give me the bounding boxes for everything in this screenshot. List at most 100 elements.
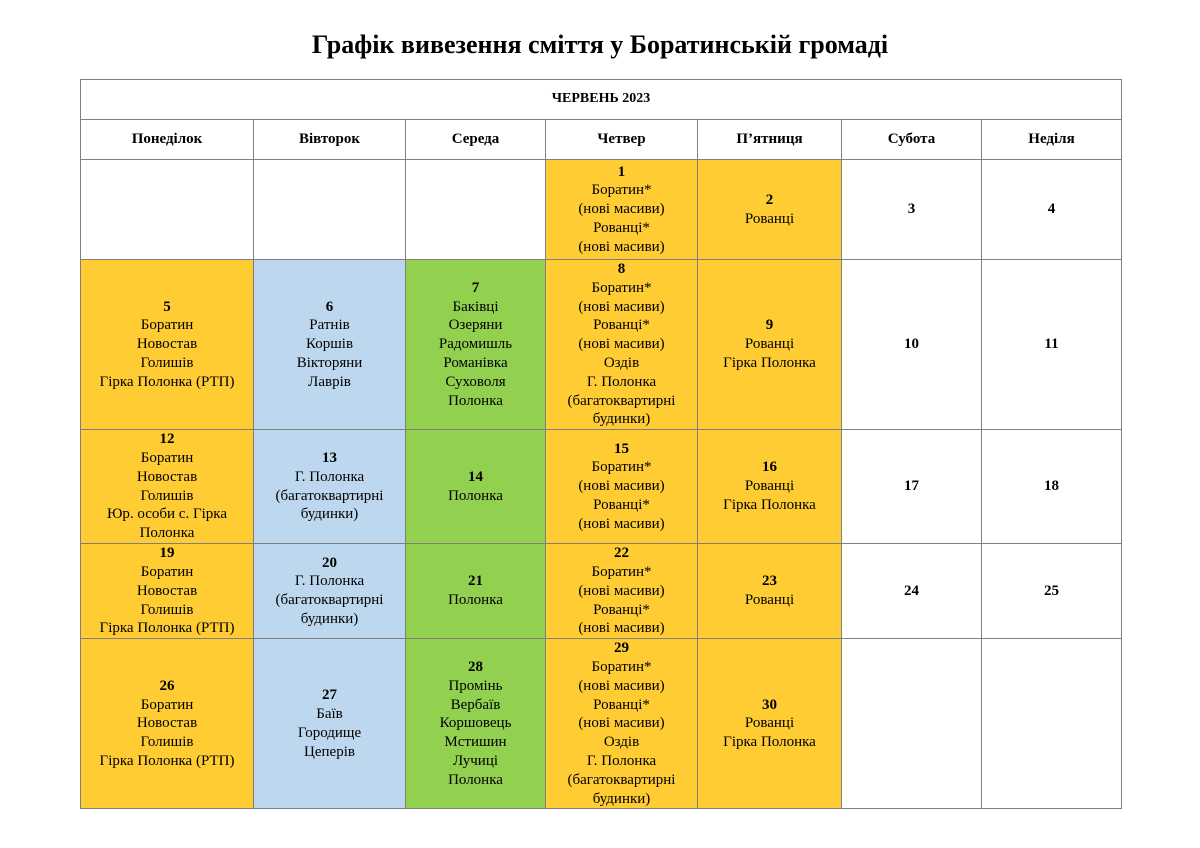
locality: Полонка — [448, 592, 503, 609]
locality: (нові масиви) — [578, 298, 665, 315]
week-row: 19 Боратин Новостав Голишів Гірка Полонка (Р… — [80, 543, 1123, 640]
locality: Рованці* — [593, 317, 650, 334]
day-number: 13 — [322, 450, 337, 467]
locality: Новостав — [136, 582, 198, 599]
locality: Голишів — [140, 601, 194, 618]
day-number: 6 — [325, 298, 334, 315]
day-cell: 28 Промінь Вербаїв Коршовець Мстишин Лучиці По… — [405, 638, 546, 810]
locality: Гірка Полонка — [723, 497, 816, 514]
locality: Новостав — [136, 468, 198, 485]
day-cell: 5 Боратин Новостав Голишів Гірка Полонка (РТ… — [80, 258, 254, 431]
locality: Г. Полонка — [294, 468, 365, 485]
locality: Озеряни — [448, 317, 503, 334]
day-number: 18 — [1044, 478, 1060, 495]
day-cell: 6 Ратнів Коршів Вікторяни Лаврів — [253, 258, 406, 431]
locality: Суховоля — [445, 373, 506, 390]
locality: Боратин* — [591, 279, 652, 296]
locality: Полонка — [139, 525, 195, 542]
locality: Радомишль — [438, 336, 513, 353]
day-number: 30 — [762, 696, 777, 713]
locality: Рованці — [744, 478, 795, 495]
locality: (нові масиви) — [578, 582, 665, 599]
locality: (нові масиви) — [578, 515, 665, 532]
locality: (нові масиви) — [578, 715, 665, 732]
locality: Рованці* — [593, 601, 650, 618]
day-cell: 16 Рованці Гірка Полонка — [697, 429, 842, 545]
day-number: 24 — [904, 582, 919, 599]
day-cell: 18 — [980, 429, 1123, 545]
locality: Рованці — [744, 592, 795, 609]
day-number: 7 — [471, 279, 480, 296]
locality: Оздів — [603, 354, 640, 371]
locality: (багатоквартирні — [275, 592, 384, 609]
week-row: 1 Боратин* (нові масиви) Рованці* (нові маси… — [80, 159, 1123, 260]
locality: Рованці* — [593, 497, 650, 514]
locality: Голишів — [140, 734, 194, 751]
locality: Гірка Полонка (РТП) — [99, 373, 235, 390]
locality: Боратин* — [591, 182, 652, 199]
day-cell: 11 — [980, 258, 1123, 431]
day-number: 4 — [1047, 201, 1056, 218]
day-cell: 13 Г. Полонка (багатоквартирні будинки) — [253, 429, 406, 545]
day-cell: 19 Боратин Новостав Голишів Гірка Полонка (Р… — [80, 543, 254, 640]
locality: Г. Полонка — [294, 573, 365, 590]
week-row: 26 Боратин Новостав Голишів Гірка Полонка (Р… — [80, 638, 1123, 810]
weekday-header: П’ятниця — [697, 119, 842, 160]
day-number: 16 — [762, 459, 777, 476]
day-number: 26 — [159, 677, 175, 694]
locality: Цеперів — [304, 743, 355, 760]
locality: Рованці — [744, 715, 795, 732]
locality: будинки) — [300, 506, 359, 523]
locality: Боратин* — [591, 563, 652, 580]
locality: Оздів — [603, 734, 640, 751]
locality: Мстишин — [444, 734, 507, 751]
locality: Коршів — [305, 336, 354, 353]
weekday-header: Неділя — [980, 119, 1123, 160]
locality: Г. Полонка — [586, 752, 657, 769]
day-cell: 25 — [980, 543, 1123, 640]
weekday-header: Субота — [841, 119, 982, 160]
locality: Боратин* — [591, 658, 652, 675]
locality: Боратин — [140, 317, 194, 334]
locality: Юр. особи с. Гірка — [106, 506, 228, 523]
locality: (нові масиви) — [578, 677, 665, 694]
day-number: 1 — [617, 163, 626, 180]
day-cell: 15 Боратин* (нові масиви) Рованці* (нові мас… — [545, 429, 698, 545]
day-cell: 14 Полонка — [405, 429, 546, 545]
locality: (нові масиви) — [578, 238, 665, 255]
month-row: ЧЕРВЕНЬ 2023 — [79, 79, 1123, 120]
locality: Коршовець — [439, 715, 512, 732]
day-number: 10 — [904, 336, 919, 353]
day-cell: 27 Баїв Городище Цеперів — [253, 638, 406, 810]
day-cell: 8 Боратин* (нові масиви) Рованці* (нові маси… — [545, 258, 698, 431]
day-number: 19 — [159, 545, 175, 562]
locality: Ратнів — [309, 317, 350, 334]
locality: Вікторяни — [296, 354, 363, 371]
day-cell — [253, 159, 406, 260]
locality: (нові масиви) — [578, 336, 665, 353]
locality: Баківці — [452, 298, 499, 315]
locality: (багатоквартирні — [567, 392, 676, 409]
locality: Романівка — [443, 354, 508, 371]
locality: (багатоквартирні — [567, 771, 676, 788]
day-cell: 4 — [980, 159, 1123, 260]
weekday-header: Вівторок — [253, 119, 406, 160]
locality: Вербаїв — [450, 696, 501, 713]
locality: Гірка Полонка (РТП) — [99, 620, 235, 637]
day-number: 9 — [765, 317, 774, 334]
locality: (нові масиви) — [578, 201, 665, 218]
week-row: 5 Боратин Новостав Голишів Гірка Полонка (РТ… — [80, 258, 1123, 431]
locality: Г. Полонка — [586, 373, 657, 390]
locality: Рованці* — [593, 219, 650, 236]
day-number: 23 — [762, 573, 777, 590]
day-cell: 7 Баківці Озеряни Радомишль Романівка Суховол… — [405, 258, 546, 431]
day-number: 21 — [468, 573, 483, 590]
day-cell: 3 — [841, 159, 982, 260]
day-cell: 29 Боратин* (нові масиви) Рованці* (нові мас… — [545, 638, 698, 810]
day-number: 17 — [904, 478, 919, 495]
locality: (нові масиви) — [578, 478, 665, 495]
weekday-header: Середа — [405, 119, 546, 160]
day-cell: 17 — [841, 429, 982, 545]
locality: Новостав — [136, 336, 198, 353]
locality: Промінь — [448, 677, 503, 694]
